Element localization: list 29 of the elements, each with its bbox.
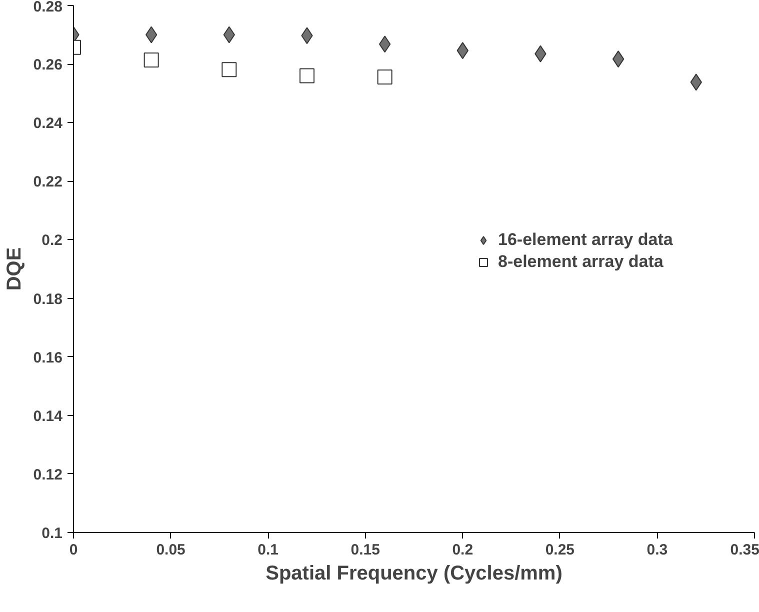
y-tick-label: 0.28 [33, 0, 63, 16]
legend-label: 16-element array data [498, 230, 673, 250]
point [378, 36, 391, 53]
point [144, 52, 159, 68]
y-tick-label: 0.26 [33, 56, 63, 74]
x-tick-label: 0.1 [258, 542, 279, 558]
x-tick-label: 0.25 [545, 542, 575, 558]
x-axis-title: Spatial Frequency (Cycles/mm) [266, 562, 562, 584]
x-tick-label: 0.2 [452, 542, 474, 558]
point [299, 68, 314, 84]
x-tick-label: 0.35 [730, 542, 759, 558]
x-tick-label: 0.3 [646, 542, 668, 558]
x-tick-label: 0 [69, 542, 78, 558]
point [222, 62, 237, 78]
y-tick-label: 0.24 [33, 115, 64, 132]
y-tick-label: 0.12 [33, 466, 63, 484]
y-axis-title: DQE [3, 247, 26, 291]
y-tick-label: 0.22 [33, 174, 63, 191]
point [377, 69, 392, 84]
x-tick-label: 0.05 [156, 542, 186, 558]
y-tick-label: 0.16 [33, 349, 63, 366]
point [145, 26, 158, 44]
point [612, 50, 624, 68]
y-tick-label: 0.14 [33, 408, 64, 425]
y-tick-label: 0.1 [42, 525, 63, 542]
x-tick-label: 0.15 [350, 542, 380, 558]
y-tick-label: 0.2 [42, 232, 63, 250]
legend-label: 8-element array data [498, 252, 664, 272]
y-tick-label: 0.18 [33, 290, 63, 308]
